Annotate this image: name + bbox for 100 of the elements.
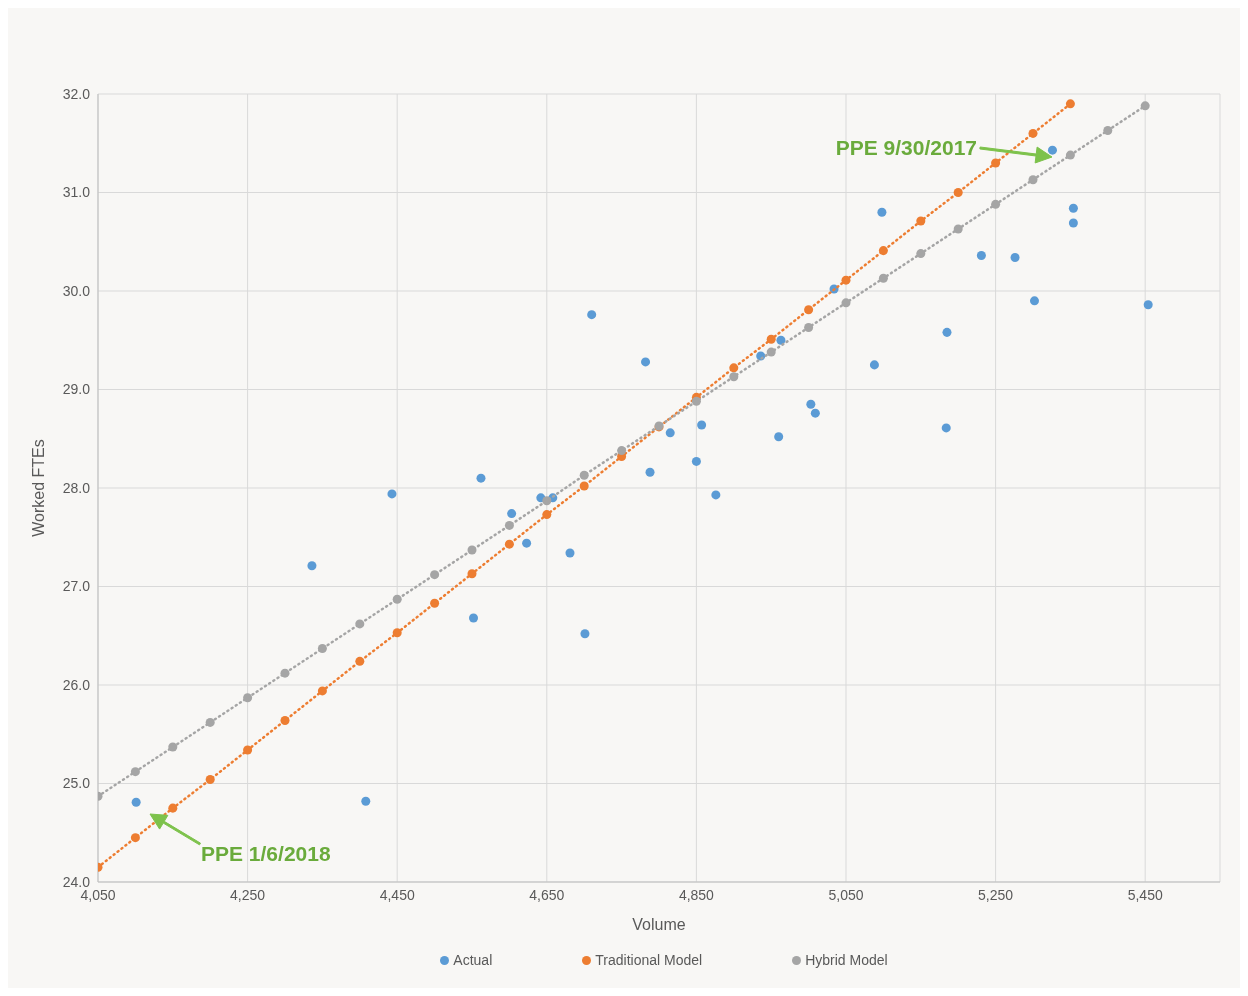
point: [392, 594, 402, 604]
point: [953, 187, 963, 198]
point: [430, 598, 440, 608]
y-tick-label: 30.0: [62, 282, 91, 299]
x-axis-title: Volume: [632, 916, 686, 933]
point: [691, 396, 701, 406]
point: [205, 717, 215, 727]
point: [565, 548, 575, 558]
point: [579, 481, 589, 491]
point: [1068, 218, 1078, 228]
legend-label: Traditional Model: [595, 952, 703, 968]
point: [522, 538, 532, 548]
point: [468, 613, 479, 623]
y-tick-label: 28.0: [62, 479, 91, 496]
point: [641, 357, 651, 367]
legend-label: Actual: [453, 952, 493, 968]
point: [355, 619, 365, 629]
point: [467, 569, 477, 579]
point: [580, 629, 590, 639]
point: [1047, 145, 1057, 155]
x-tick-label: 4,250: [230, 886, 266, 903]
point: [766, 334, 776, 344]
point: [307, 561, 317, 571]
x-tick-label: 5,050: [828, 886, 864, 903]
point: [1029, 296, 1040, 306]
point: [355, 656, 365, 666]
point: [804, 305, 814, 315]
legend-label: Hybrid Model: [805, 952, 888, 968]
point: [1028, 128, 1038, 138]
point: [280, 715, 290, 725]
y-tick-label: 29.0: [62, 381, 91, 398]
point: [766, 347, 776, 357]
point: [476, 473, 486, 483]
point: [711, 490, 721, 500]
point: [869, 360, 879, 370]
point: [205, 775, 215, 785]
point: [991, 158, 1001, 168]
point: [729, 363, 739, 373]
point: [691, 456, 701, 466]
point: [645, 467, 655, 477]
y-tick-label: 32.0: [62, 85, 91, 102]
point: [168, 742, 178, 752]
x-tick-label: 4,850: [678, 886, 715, 903]
point: [617, 446, 627, 456]
annotation: PPE 9/30/2017: [835, 136, 977, 159]
point: [361, 796, 371, 806]
point: [507, 509, 517, 519]
point: [665, 428, 675, 438]
point: [991, 199, 1001, 209]
point: [1143, 300, 1153, 310]
x-tick-label: 4,450: [379, 886, 415, 903]
point: [841, 275, 851, 285]
x-tick-label: 5,450: [1127, 886, 1163, 903]
point: [504, 520, 514, 530]
point: [130, 833, 140, 843]
point: [878, 273, 888, 283]
point: [810, 408, 820, 418]
point: [392, 628, 402, 638]
x-tick-label: 4,650: [529, 886, 565, 903]
point: [1140, 101, 1150, 111]
point: [942, 327, 952, 337]
point: [806, 399, 816, 409]
y-axis-title: Worked FTEs: [29, 439, 47, 537]
point: [1010, 253, 1020, 263]
point: [168, 803, 178, 813]
point: [916, 249, 926, 259]
point: [1103, 125, 1113, 135]
y-tick-label: 26.0: [62, 676, 91, 693]
y-tick-label: 27.0: [62, 578, 91, 595]
point: [878, 246, 888, 256]
point: [729, 372, 739, 382]
point: [130, 767, 140, 777]
point: [243, 693, 253, 703]
point: [504, 539, 514, 549]
point: [280, 668, 290, 678]
point: [953, 224, 963, 234]
annotation: PPE 1/6/2018: [201, 842, 331, 865]
point: [841, 298, 851, 308]
point: [317, 686, 327, 696]
point: [804, 322, 814, 332]
point: [131, 797, 141, 807]
point: [877, 207, 887, 217]
point: [976, 251, 986, 261]
point: [542, 510, 552, 520]
point: [243, 745, 253, 755]
point: [542, 496, 552, 506]
point: [579, 470, 589, 480]
point: [430, 570, 440, 580]
point: [1068, 203, 1078, 213]
point: [467, 545, 477, 555]
point: [1065, 150, 1075, 160]
point: [941, 423, 951, 433]
point: [317, 644, 327, 654]
point: [916, 216, 926, 226]
point: [387, 489, 397, 499]
y-tick-label: 31.0: [62, 184, 91, 201]
x-tick-label: 5,250: [978, 886, 1014, 903]
y-tick-label: 25.0: [62, 775, 91, 792]
point: [1065, 99, 1075, 109]
point: [697, 420, 707, 430]
